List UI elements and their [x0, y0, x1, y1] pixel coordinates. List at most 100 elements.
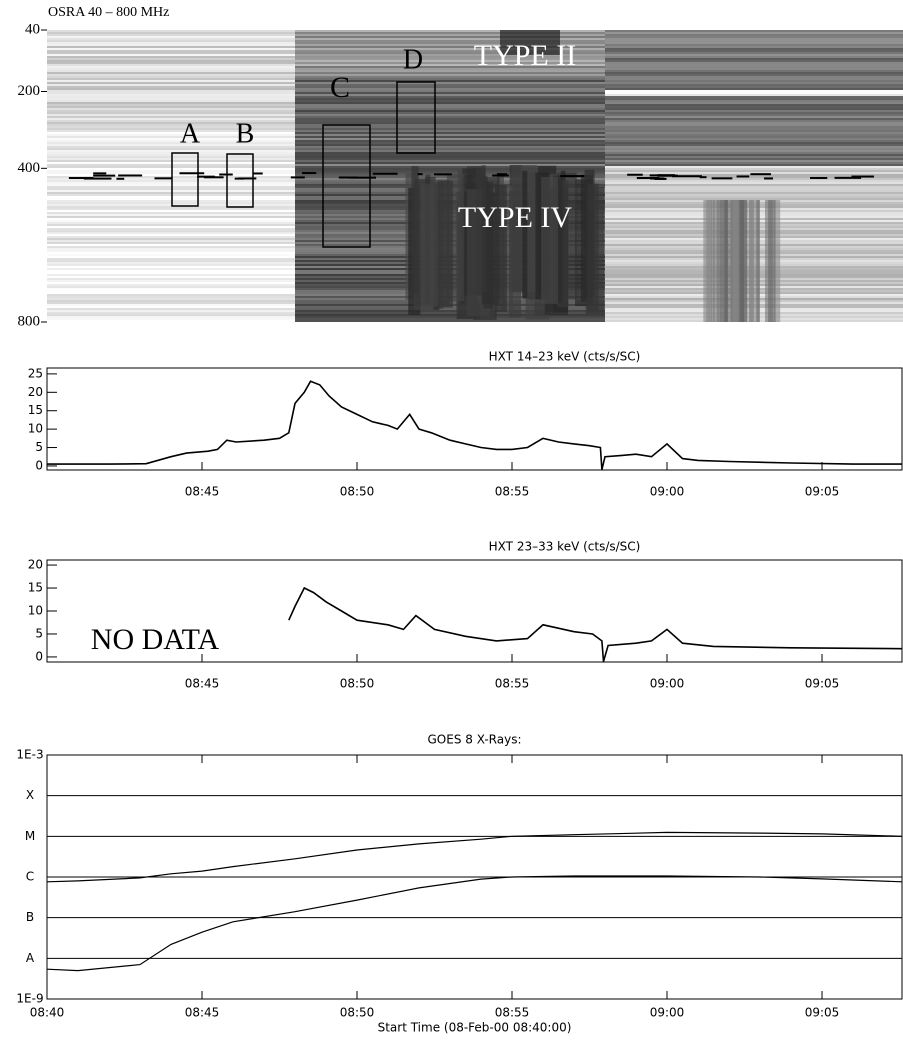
spectrogram-row: [605, 40, 903, 42]
spectrogram-row: [47, 152, 295, 154]
burst-streak: [636, 177, 660, 180]
spectrogram-row: [295, 124, 605, 126]
spectrogram-row: [47, 138, 295, 140]
spectrogram-row: [47, 190, 295, 192]
spectrogram-row: [47, 140, 295, 142]
spectrogram-row: [295, 92, 605, 94]
spectrogram-row: [47, 80, 295, 82]
spectrogram-row: [605, 130, 903, 132]
spectrogram-row: [47, 42, 295, 44]
spectrogram-row: [605, 86, 903, 88]
spectrogram-row: [47, 292, 295, 294]
spectrogram-row: [47, 144, 295, 146]
spectrogram-row: [47, 310, 295, 312]
spectrogram-row: [47, 58, 295, 60]
spectrogram-row: [47, 282, 295, 284]
spectrogram-row: [605, 168, 903, 170]
spectrogram-row: [47, 32, 295, 34]
burst-streak: [238, 177, 257, 180]
y-tick-label: 10: [28, 422, 43, 436]
spectrogram-row: [605, 156, 903, 158]
y-tick-label: 0: [35, 649, 43, 663]
spectrogram-row: [47, 114, 295, 116]
spectrogram-row: [47, 182, 295, 184]
dark-column: [756, 200, 760, 322]
data-line: [288, 586, 903, 662]
spectrogram-row: [605, 82, 903, 84]
type-iv-blob: [541, 176, 558, 304]
spectrogram-row: [47, 38, 295, 40]
spectrogram-row: [47, 294, 295, 296]
spectrogram-row: [295, 100, 605, 102]
spectrogram-row: [295, 144, 605, 146]
spectrogram-row: [605, 84, 903, 86]
type-ii-band: [500, 30, 560, 55]
spectrogram-row: [295, 116, 605, 118]
spectrogram-row: [605, 124, 903, 126]
spectrogram-row: [47, 142, 295, 144]
spectrogram-row: [295, 122, 605, 124]
spectrogram-row: [605, 192, 903, 194]
spectrogram-row: [605, 108, 903, 110]
spectrogram-row: [295, 118, 605, 120]
spectrogram-row: [605, 150, 903, 152]
spectrogram-row: [295, 168, 605, 170]
y-tick-label: 1E-3: [16, 748, 43, 762]
spectrogram-row: [47, 40, 295, 42]
spectrogram-row: [605, 198, 903, 200]
type-iv-blob: [522, 170, 528, 298]
spectrogram-row: [605, 132, 903, 134]
spectrogram-row: [47, 162, 295, 164]
spectrogram-row: [295, 96, 605, 98]
spectrogram-row: [605, 152, 903, 154]
spectrogram-row: [295, 316, 605, 318]
spectrogram-row: [47, 210, 295, 212]
spectrogram-row: [295, 80, 605, 82]
spectrogram-row: [47, 176, 295, 178]
x-tick-label: 08:50: [340, 677, 375, 691]
spectrogram-row: [605, 144, 903, 146]
spectrogram-row: [47, 118, 295, 120]
spectrogram-row: [47, 244, 295, 246]
spectrogram-row: [47, 196, 295, 198]
y-tick-label: 1E-9: [16, 992, 43, 1006]
spectrogram-row: [295, 172, 605, 174]
spectrogram-row: [47, 92, 295, 94]
x-tick-label: 08:45: [185, 677, 220, 691]
spectrogram-row: [47, 276, 295, 278]
spectrogram-row: [295, 126, 605, 128]
y-tick-label: 400: [18, 160, 41, 176]
spectrogram-row: [47, 268, 295, 270]
spectrogram-row: [605, 182, 903, 184]
spectrogram-row: [605, 188, 903, 190]
spectrogram-row: [47, 188, 295, 190]
spectrogram-row: [47, 74, 295, 76]
spectrogram-row: [295, 148, 605, 150]
y-tick-label: 5: [35, 626, 43, 640]
spectrogram-row: [295, 132, 605, 134]
spectrogram-row: [295, 164, 605, 166]
spectrogram-row: [47, 260, 295, 262]
spectrogram-row: [605, 164, 903, 166]
spectrogram-row: [47, 66, 295, 68]
spectrogram-row: [295, 66, 605, 68]
spectrogram-row: [295, 310, 605, 312]
burst-streak: [560, 175, 585, 178]
spectrogram-row: [47, 156, 295, 158]
spectrogram-row: [47, 306, 295, 308]
spectrogram-row: [295, 102, 605, 104]
spectrogram-row: [47, 112, 295, 114]
spectrogram-row: [605, 136, 903, 138]
spectrogram-row: [605, 104, 903, 106]
spectrogram-row: [47, 280, 295, 282]
spectrogram-row: [295, 140, 605, 142]
spectrogram-row: [605, 126, 903, 128]
spectrogram-row: [295, 74, 605, 76]
spectrogram-row: [295, 84, 605, 86]
spectrogram-row: [295, 88, 605, 90]
spectrogram-row: [47, 232, 295, 234]
spectrogram-row: [295, 86, 605, 88]
spectrogram-row: [47, 314, 295, 316]
spectrogram-row: [295, 162, 605, 164]
spectrogram-row: [47, 30, 295, 32]
